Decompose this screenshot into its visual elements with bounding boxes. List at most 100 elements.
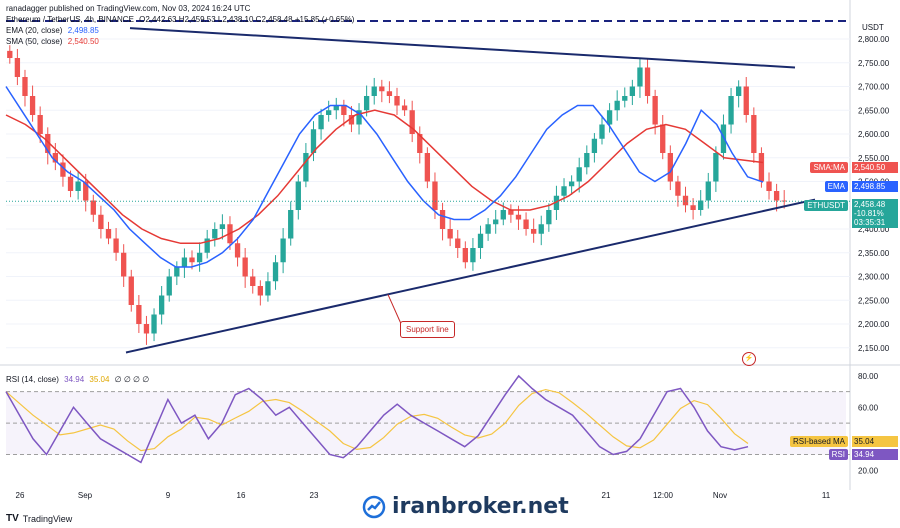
candle-body — [682, 195, 689, 206]
candle-body — [219, 224, 226, 229]
candle-body — [735, 86, 742, 96]
tradingview-footer[interactable]: TV TradingView — [6, 513, 72, 524]
candle-body — [257, 286, 263, 296]
ema-tag: EMA — [824, 181, 848, 192]
candle-body — [379, 86, 385, 92]
candle-body — [766, 181, 772, 191]
rsi-tag: RSI — [828, 449, 848, 460]
currency-label: USDT — [862, 23, 884, 32]
candle-body — [7, 50, 13, 58]
candle-body — [515, 214, 522, 220]
candle-body — [561, 186, 567, 196]
candle-body — [348, 115, 355, 125]
candle-body — [333, 105, 339, 111]
sma-legend-value: 2,540.50 — [67, 37, 99, 46]
time-tick-label: 21 — [602, 491, 611, 500]
iranbroker-watermark: iranbroker.net — [362, 494, 569, 519]
candle-body — [698, 200, 704, 210]
rsi-line — [5, 374, 749, 464]
candle-body — [728, 96, 734, 125]
candle-body — [318, 115, 324, 130]
candle-body — [493, 219, 499, 225]
candle-body — [242, 257, 248, 277]
candle-body — [743, 86, 749, 115]
symbol-name: Ethereum / TetherUS, 4h, BINANCE — [6, 15, 134, 24]
candle-body — [356, 110, 362, 125]
time-tick-label: 11 — [822, 491, 831, 500]
publisher-line: ranadagger published on TradingView.com,… — [6, 4, 251, 13]
candle-body — [599, 124, 605, 139]
time-tick-label: Sep — [78, 491, 93, 500]
candle-body — [432, 181, 438, 210]
time-tick-label: 16 — [237, 491, 246, 500]
candle-body — [128, 276, 134, 305]
price-tick-label: 2,250.00 — [858, 296, 890, 305]
candle-body — [83, 181, 89, 201]
candle-body — [553, 195, 560, 210]
candle-body — [98, 214, 104, 229]
candle-body — [234, 243, 241, 258]
candle-body — [773, 191, 780, 201]
eth-timer: 03:35:31 — [854, 218, 886, 227]
candle-body — [781, 200, 787, 202]
sma-tag: SMA:MA — [810, 162, 848, 173]
candle-body — [606, 110, 613, 125]
ema-legend[interactable]: EMA (20, close) 2,498.85 — [6, 26, 99, 35]
candle-body — [546, 210, 552, 225]
candle-body — [394, 96, 400, 106]
tradingview-brand: TradingView — [22, 513, 73, 524]
candle-body — [447, 229, 453, 239]
sma-legend[interactable]: SMA (50, close) 2,540.50 — [6, 37, 99, 46]
candle-body — [622, 96, 628, 101]
candle-body — [386, 91, 393, 96]
candle-body — [409, 110, 415, 134]
support-line-callout: Support line — [400, 321, 455, 338]
moving-averages — [5, 86, 764, 268]
replay-icon[interactable]: ⚡ — [742, 352, 756, 366]
rsi-ma-line — [5, 388, 749, 452]
tradingview-logo-icon: TV — [6, 513, 19, 524]
candle-body — [660, 124, 666, 153]
candle-body — [576, 167, 582, 182]
candle-body — [303, 153, 309, 182]
candle-body — [265, 281, 271, 296]
rsi-tick-label: 20.00 — [858, 466, 879, 475]
candle-body — [90, 200, 96, 215]
candle-body — [288, 210, 294, 239]
candle-body — [136, 305, 142, 324]
candle-body — [720, 124, 727, 153]
candle-body — [22, 77, 28, 96]
eth-price: 2,458.48 — [854, 200, 886, 209]
price-tick-label: 2,750.00 — [858, 59, 890, 68]
candle-body — [538, 224, 544, 234]
candle-body — [14, 58, 21, 77]
candle-body — [29, 96, 36, 115]
price-tick-label: 2,300.00 — [858, 273, 890, 282]
candle-body — [417, 134, 423, 153]
candle-body — [326, 110, 332, 115]
candle-body — [477, 233, 484, 248]
candle-body — [295, 181, 301, 210]
candles — [7, 45, 787, 345]
candle-body — [204, 238, 210, 253]
candle-body — [644, 67, 651, 96]
candle-body — [75, 181, 81, 191]
candle-body — [371, 86, 377, 96]
candle-body — [508, 210, 514, 215]
rsi-legend[interactable]: RSI (14, close) 34.94 35.04 ∅ ∅ ∅ ∅ — [6, 375, 149, 384]
price-tick-label: 2,600.00 — [858, 130, 890, 139]
candle-body — [67, 176, 74, 191]
candle-body — [280, 238, 286, 263]
ema-legend-label: EMA (20, close) — [6, 26, 63, 35]
candle-body — [690, 205, 696, 210]
candle-body — [341, 105, 347, 115]
ema-legend-value: 2,498.85 — [67, 26, 99, 35]
candle-body — [121, 252, 127, 277]
ema-price-tag: 2,498.85 — [852, 181, 898, 192]
rsi-price-tag: 34.94 — [852, 449, 898, 460]
candle-body — [523, 219, 529, 229]
candle-body — [113, 238, 119, 253]
candle-body — [189, 257, 195, 263]
rsi-legend-label: RSI (14, close) — [6, 375, 59, 384]
